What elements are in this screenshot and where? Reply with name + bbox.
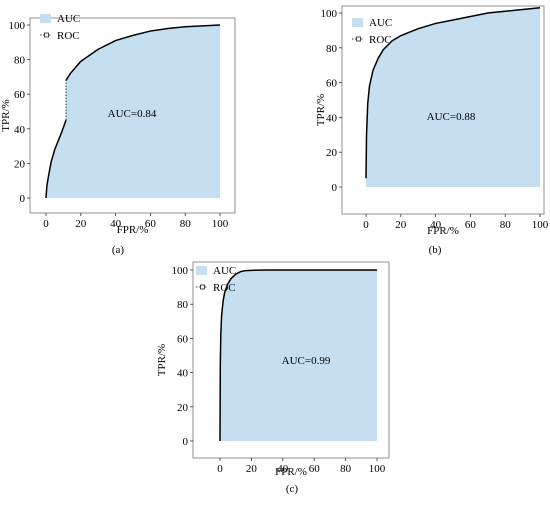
x-tick-label: 40 (277, 463, 289, 475)
legend-swatch-auc (352, 18, 363, 27)
y-tick-label: 0 (183, 436, 189, 448)
x-tick-label: 60 (309, 463, 321, 475)
panel-label: (a) (112, 244, 125, 256)
y-tick-label: 80 (177, 299, 189, 311)
panel-label: (b) (429, 244, 442, 256)
x-tick-label: 0 (43, 218, 49, 230)
y-axis-label: TPR/% (315, 94, 327, 126)
legend-label-auc: AUC (57, 13, 80, 25)
x-tick-label: 100 (212, 218, 229, 230)
y-tick-label: 40 (14, 124, 26, 136)
y-tick-label: 0 (332, 182, 338, 194)
y-tick-label: 100 (321, 8, 338, 20)
y-tick-label: 20 (177, 402, 189, 414)
x-tick-label: 80 (340, 463, 352, 475)
y-tick-label: 40 (326, 112, 338, 124)
y-tick-label: 100 (9, 20, 26, 32)
legend-label-auc: AUC (369, 17, 392, 29)
plot-frame (29, 17, 236, 214)
legend: AUC ROC (40, 13, 80, 42)
auc-annotation: AUC=0.99 (282, 355, 331, 367)
roc-curve (45, 119, 67, 199)
y-tick-label: 60 (177, 333, 189, 345)
legend: AUC ROC (196, 265, 236, 294)
x-tick-label: 0 (217, 463, 223, 475)
legend-marker-roc (44, 32, 49, 38)
y-tick-label: 0 (20, 193, 26, 205)
y-tick-label: 60 (326, 78, 338, 90)
legend-label-roc: ROC (369, 34, 392, 46)
legend: AUC ROC (352, 17, 392, 46)
auc-annotation: AUC=0.84 (108, 108, 157, 120)
plot-frame (341, 5, 545, 215)
x-tick-label: 40 (110, 218, 122, 230)
y-axis-label: TPR/% (156, 344, 168, 376)
x-tick-label: 20 (395, 219, 407, 231)
legend-label-roc: ROC (57, 30, 80, 42)
y-tick-label: 20 (326, 147, 338, 159)
y-tick-label: 100 (172, 265, 189, 277)
x-tick-label: 60 (145, 218, 157, 230)
legend-marker-roc (356, 36, 361, 42)
x-tick-label: 100 (369, 463, 386, 475)
y-tick-label: 20 (14, 158, 26, 170)
y-tick-label: 60 (14, 89, 26, 101)
roc-curve (365, 7, 541, 179)
auc-area (46, 25, 220, 198)
y-tick-label: 40 (177, 368, 189, 380)
roc-curve (219, 269, 377, 442)
chart-panel-1: 0 20 40 60 80 100 0 20 40 60 80 100 FPR/% TPR/% AUC=0.… (0, 13, 236, 256)
y-axis-label: TPR/% (0, 99, 12, 131)
chart-panel-3: 0 20 40 60 80 100 0 20 40 60 80 100 FPR/% TPR/% AUC=0.… (156, 261, 390, 495)
legend-label-auc: AUC (213, 265, 236, 277)
x-tick-label: 20 (75, 218, 87, 230)
x-tick-label: 100 (532, 219, 549, 231)
plot-frame (192, 261, 390, 459)
x-tick-label: 60 (465, 219, 477, 231)
x-tick-label: 80 (180, 218, 192, 230)
x-tick-label: 40 (430, 219, 442, 231)
auc-area (366, 7, 540, 188)
legend-marker-roc (200, 284, 205, 290)
legend-label-roc: ROC (213, 282, 236, 294)
x-tick-label: 80 (500, 219, 512, 231)
auc-area (220, 270, 377, 441)
legend-swatch-auc (196, 266, 207, 275)
x-tick-label: 20 (246, 463, 258, 475)
x-axis-label: FPR/% (427, 225, 459, 237)
x-tick-label: 0 (363, 219, 369, 231)
auc-annotation: AUC=0.88 (427, 111, 476, 123)
y-tick-label: 80 (14, 55, 26, 67)
chart-panel-2: 0 20 40 60 80 100 0 20 40 60 80 100 FPR/% TPR/% AUC=0.… (315, 5, 549, 256)
y-tick-label: 80 (326, 43, 338, 55)
roc-curve (65, 24, 221, 81)
panel-label: (c) (286, 483, 299, 495)
legend-swatch-auc (40, 14, 51, 23)
x-axis-label: FPR/% (275, 466, 307, 478)
x-axis-label: FPR/% (117, 224, 149, 236)
